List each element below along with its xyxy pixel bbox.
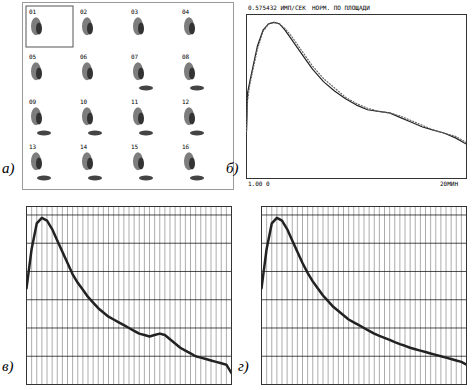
svg-text:02: 02 — [80, 8, 88, 15]
svg-text:09: 09 — [29, 98, 37, 105]
svg-text:16: 16 — [182, 143, 190, 150]
html-text:20МИН: 20МИН — [440, 180, 459, 187]
svg-text:03: 03 — [131, 8, 139, 15]
svg-text:05: 05 — [29, 53, 37, 60]
html-text:б): б) — [226, 160, 239, 176]
html-text:0.575432 ИМП/СЕК: 0.575432 ИМП/СЕК — [248, 4, 306, 11]
svg-text:01: 01 — [29, 8, 37, 15]
html-text:в): в) — [2, 358, 14, 374]
html-text:1.00 0: 1.00 0 — [248, 180, 270, 187]
html-text:а): а) — [2, 160, 15, 176]
svg-text:10: 10 — [80, 98, 88, 105]
svg-text:15: 15 — [131, 143, 139, 150]
svg-text:13: 13 — [29, 143, 37, 150]
html-text:г): г) — [238, 358, 249, 374]
svg-text:08: 08 — [182, 53, 190, 60]
svg-text:06: 06 — [80, 53, 88, 60]
svg-text:04: 04 — [182, 8, 190, 15]
svg-text:07: 07 — [131, 53, 139, 60]
html-text:НОРМ. ПО ПЛОЩАДИ: НОРМ. ПО ПЛОЩАДИ — [312, 4, 370, 11]
svg-text:11: 11 — [131, 98, 139, 105]
svg-text:14: 14 — [80, 143, 88, 150]
svg-text:12: 12 — [182, 98, 190, 105]
